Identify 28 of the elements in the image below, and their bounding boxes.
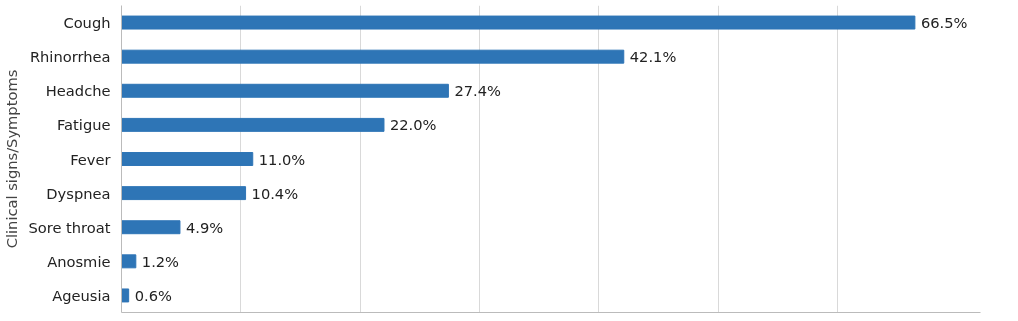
y-tick-label: Cough xyxy=(63,14,111,32)
data-label: 42.1% xyxy=(629,48,677,66)
data-label: 66.5% xyxy=(920,14,968,32)
bar xyxy=(121,83,449,98)
data-label: 0.6% xyxy=(134,286,172,304)
bar xyxy=(121,254,137,269)
bar xyxy=(121,117,385,132)
bar xyxy=(121,49,625,64)
data-label: 4.9% xyxy=(185,218,224,236)
y-tick-label: Fatigue xyxy=(57,116,111,134)
y-tick-label: Ageusia xyxy=(52,286,111,304)
data-label: 22.0% xyxy=(389,116,437,134)
y-axis-title: Clinical signs/Symptoms xyxy=(3,69,21,249)
y-tick-label: Anosmie xyxy=(47,252,111,270)
bar xyxy=(121,186,247,201)
bar xyxy=(121,15,916,30)
y-tick-label: Rhinorrhea xyxy=(29,48,111,66)
bar xyxy=(121,220,181,235)
data-label: 27.4% xyxy=(454,82,502,100)
data-label: 1.2% xyxy=(141,252,180,270)
y-tick-label: Fever xyxy=(70,150,112,168)
bar xyxy=(121,152,254,166)
data-label: 11.0% xyxy=(258,150,306,168)
y-tick-label: Dyspnea xyxy=(46,184,111,202)
data-label: 10.4% xyxy=(251,184,299,202)
y-tick-label: Headche xyxy=(45,82,111,100)
y-tick-label: Sore throat xyxy=(28,218,111,236)
bar xyxy=(121,288,130,303)
